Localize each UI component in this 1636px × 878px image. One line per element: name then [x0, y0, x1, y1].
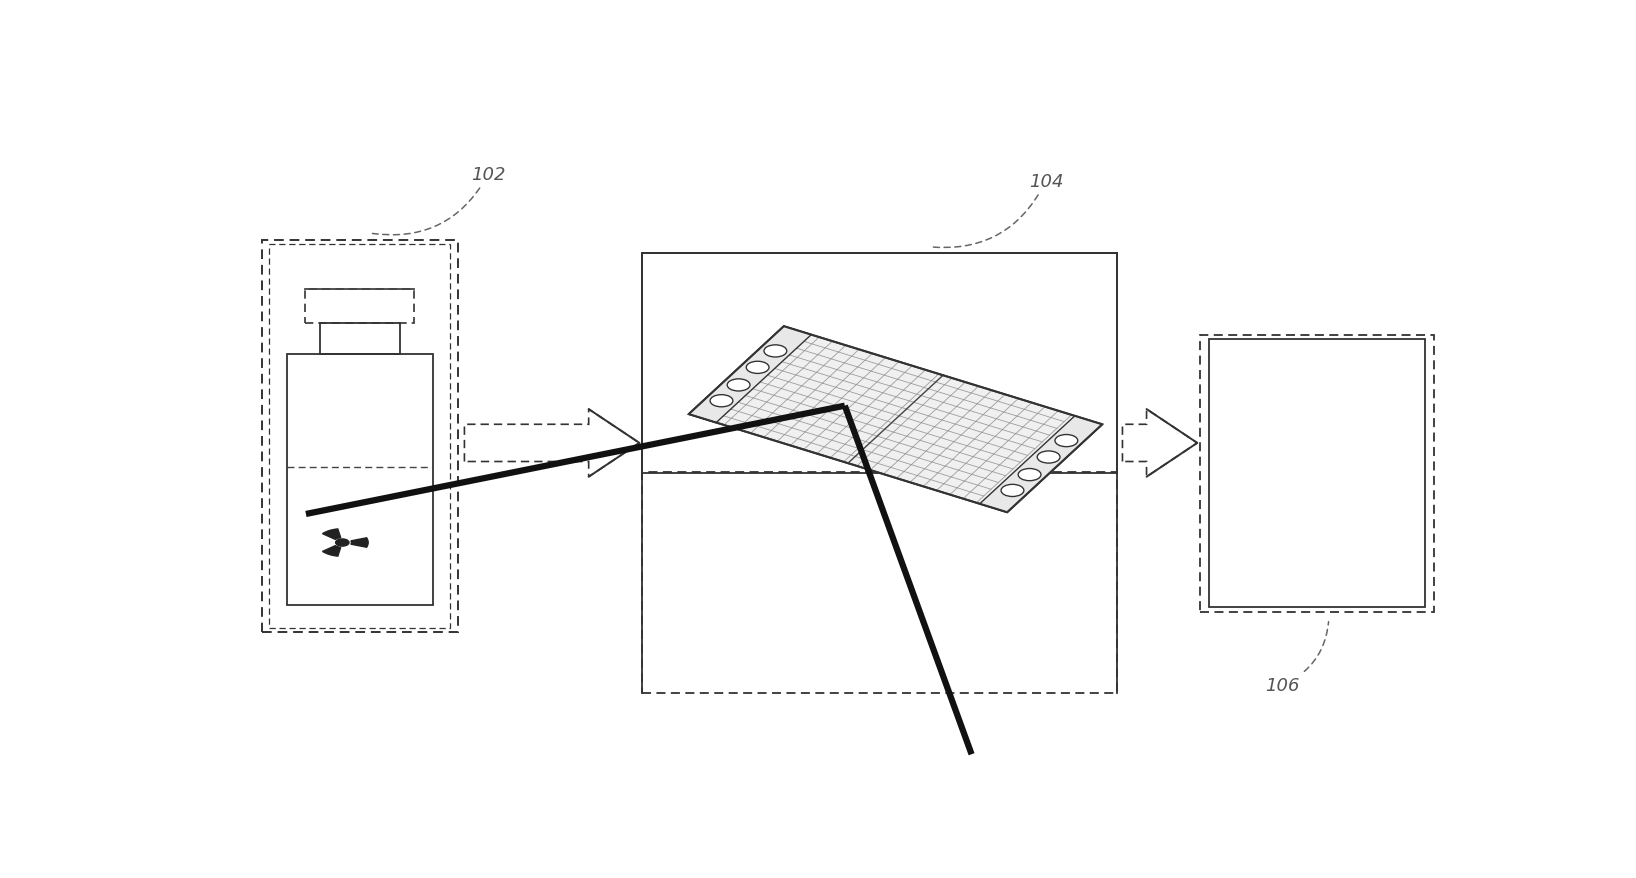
Circle shape [1001, 485, 1024, 497]
Bar [286, 355, 432, 606]
Polygon shape [689, 327, 811, 423]
Text: 106: 106 [1266, 622, 1328, 694]
Circle shape [1037, 451, 1060, 464]
Wedge shape [322, 546, 340, 557]
Text: 104: 104 [929, 172, 1063, 248]
Bar [306, 290, 414, 323]
Bar [1209, 340, 1425, 608]
Text: 102: 102 [373, 166, 506, 235]
Wedge shape [322, 529, 340, 540]
Wedge shape [350, 538, 368, 548]
Bar [641, 472, 1117, 694]
Bar [1199, 335, 1435, 613]
Bar [319, 323, 399, 355]
Circle shape [726, 379, 749, 392]
Bar [641, 254, 1117, 474]
Bar [270, 245, 450, 629]
Circle shape [1018, 469, 1040, 481]
Circle shape [746, 362, 769, 374]
Bar [262, 241, 458, 633]
Circle shape [764, 345, 787, 357]
Polygon shape [689, 327, 1103, 513]
Circle shape [710, 395, 733, 407]
Polygon shape [980, 416, 1103, 513]
Circle shape [1055, 435, 1078, 447]
Circle shape [335, 539, 348, 546]
